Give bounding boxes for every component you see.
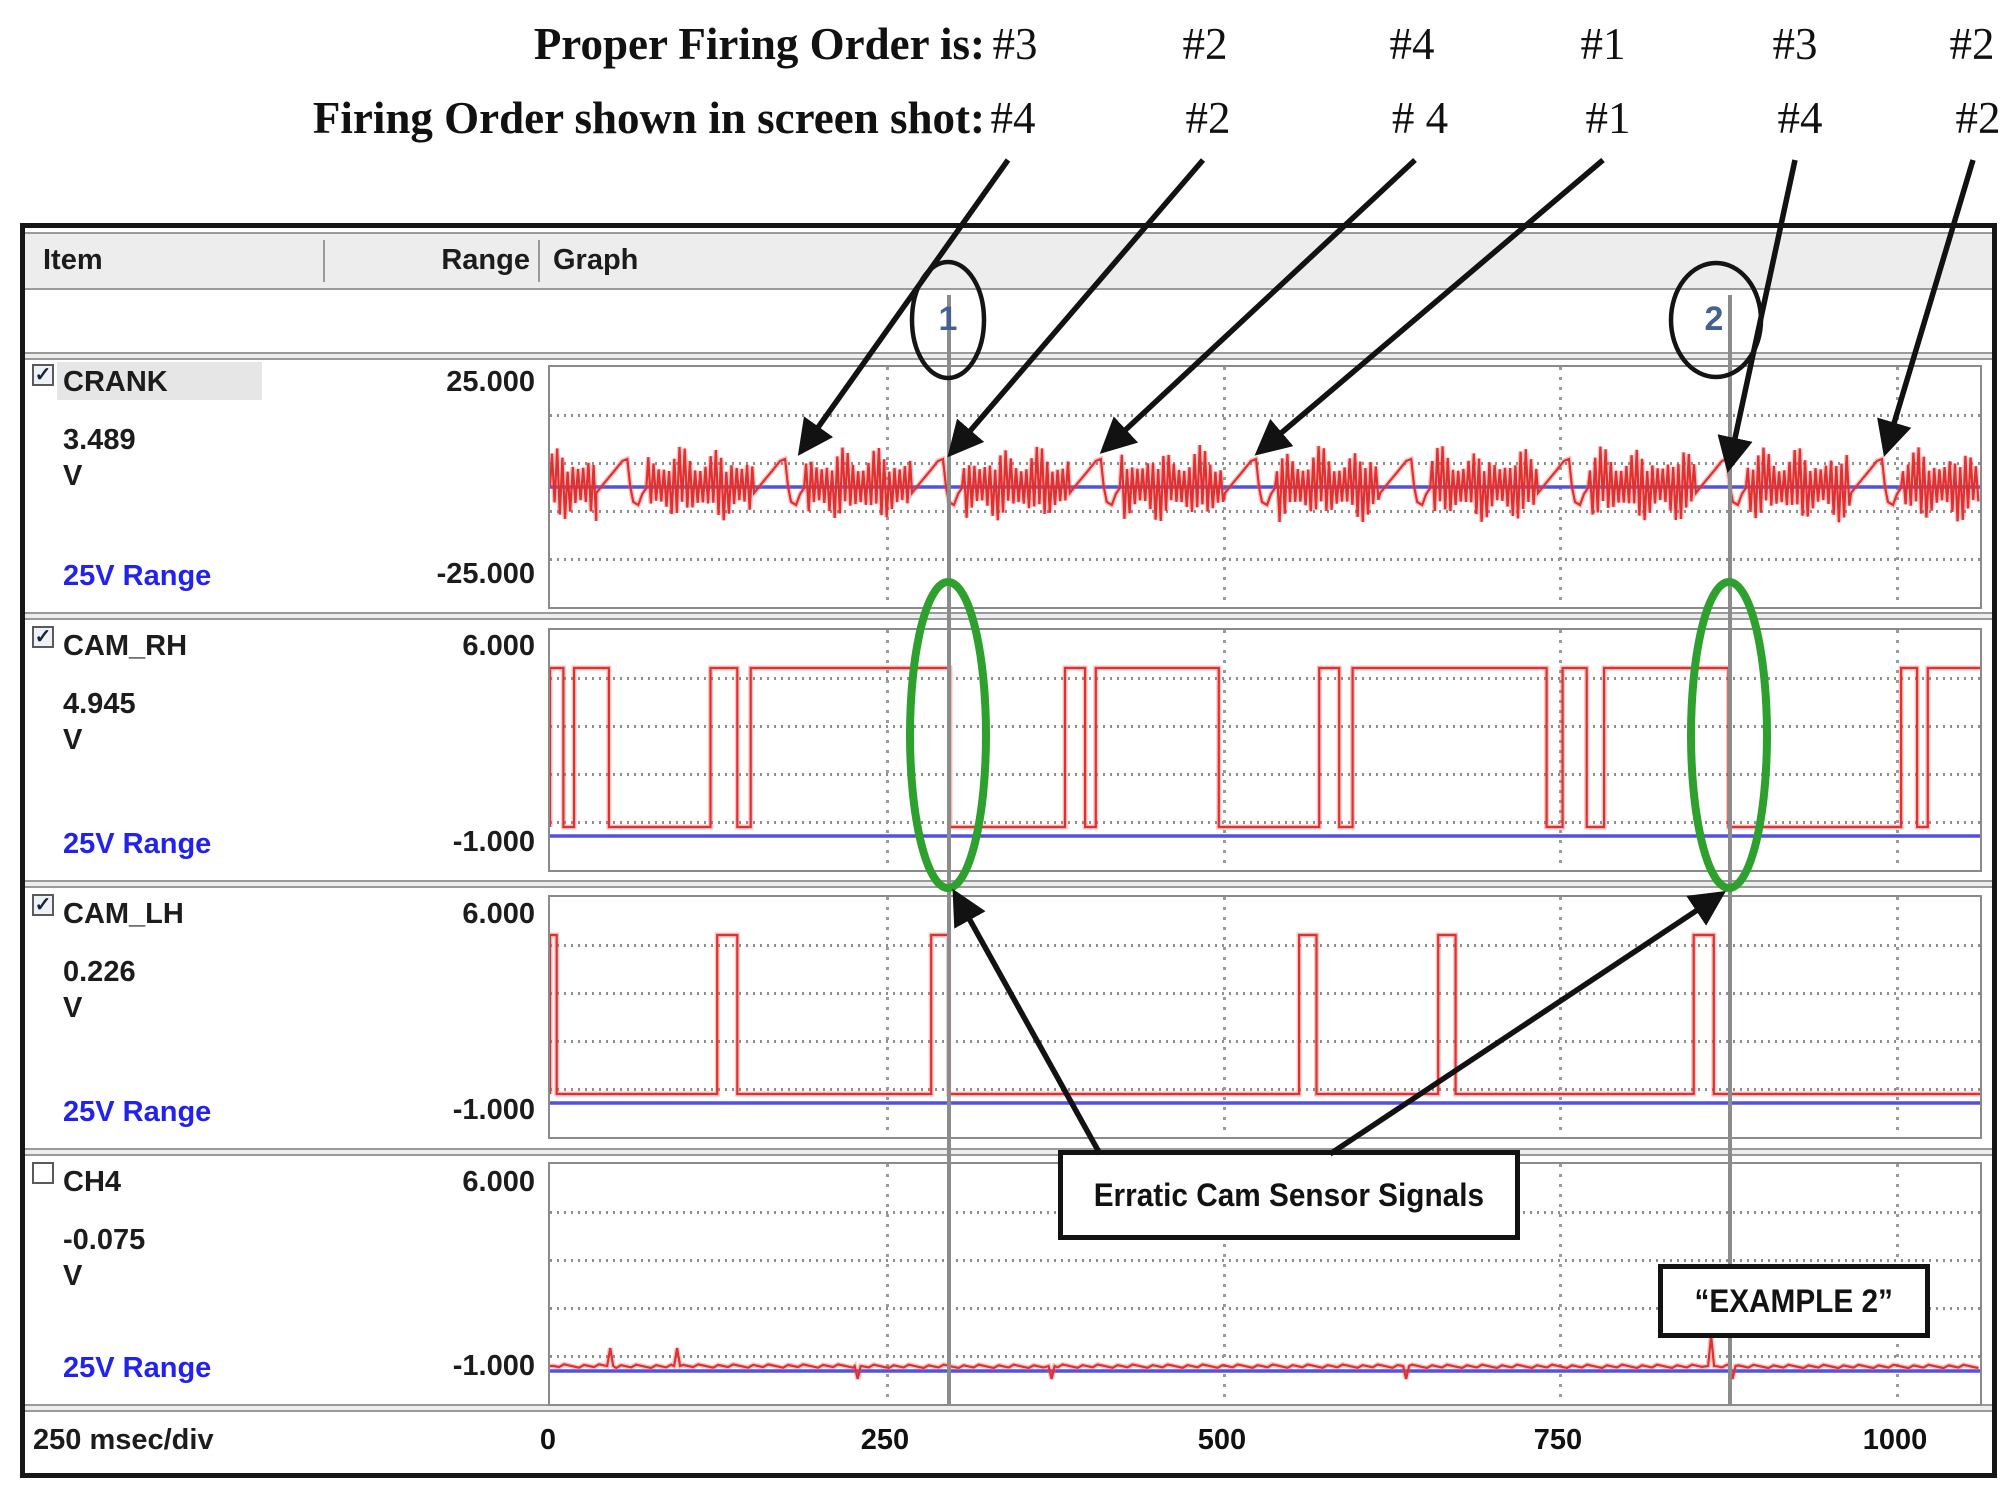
channel-name: CH4 xyxy=(63,1166,122,1198)
time-axis-tick: 250 xyxy=(860,1424,910,1456)
v-gridline xyxy=(886,1164,889,1404)
h-gridline xyxy=(550,821,1980,824)
selected-row-highlight xyxy=(57,362,262,400)
cam-rh-graph-panel xyxy=(548,628,1982,872)
v-gridline xyxy=(1896,630,1899,870)
range-top-value: 6.000 xyxy=(462,898,535,930)
channel-enable-checkbox[interactable]: ✓ xyxy=(32,364,54,386)
shown-firing-order-label: Firing Order shown in screen shot: xyxy=(312,93,985,143)
v-gridline xyxy=(1559,1164,1562,1404)
firing-order-number: #1 xyxy=(1585,93,1631,143)
column-divider xyxy=(323,240,325,282)
firing-order-number: #2 xyxy=(1949,19,1995,69)
channel-name: CRANK xyxy=(63,366,168,398)
channel-unit: V xyxy=(63,1260,83,1292)
column-header-range: Range xyxy=(441,244,530,276)
row-divider xyxy=(25,880,1992,888)
v-gridline xyxy=(1896,897,1899,1137)
channel-range-label: 25V Range xyxy=(63,1096,212,1128)
range-bottom-value: -1.000 xyxy=(452,1350,535,1382)
range-top-value: 25.000 xyxy=(446,366,535,398)
channel-name: CAM_LH xyxy=(63,898,184,930)
crank-graph-panel xyxy=(548,365,1982,609)
proper-firing-order-label: Proper Firing Order is: xyxy=(533,19,985,69)
channel-enable-checkbox[interactable]: ✓ xyxy=(32,894,54,916)
column-header-item: Item xyxy=(43,244,103,276)
channel-value: 3.489 xyxy=(63,424,136,456)
v-gridline xyxy=(1223,897,1226,1137)
channel-value: 0.226 xyxy=(63,956,136,988)
row-divider xyxy=(25,352,1992,360)
channel-name: CAM_RH xyxy=(63,630,188,662)
column-divider xyxy=(538,240,540,282)
cam-lh-graph-panel xyxy=(548,895,1982,1139)
firing-order-number: #1 xyxy=(1580,19,1626,69)
firing-order-number: #3 xyxy=(992,19,1038,69)
channel-value: 4.945 xyxy=(63,688,136,720)
waveform-svg xyxy=(550,932,1980,1105)
column-header-graph: Graph xyxy=(553,244,639,276)
firing-order-number: #4 xyxy=(990,93,1036,143)
channel-unit: V xyxy=(63,992,83,1024)
cursor-1-label: 1 xyxy=(938,300,958,338)
h-gridline xyxy=(550,992,1980,995)
time-axis-tick: 1000 xyxy=(1862,1424,1928,1456)
column-header-bar: Item Range Graph xyxy=(25,232,1992,290)
cursor-1-line[interactable] xyxy=(947,295,951,1405)
v-gridline xyxy=(886,630,889,870)
waveform-svg xyxy=(550,1335,1980,1380)
cursor-2-line[interactable] xyxy=(1728,295,1732,1405)
channel-unit: V xyxy=(63,724,83,756)
v-gridline xyxy=(1223,1164,1226,1404)
waveform-svg xyxy=(550,665,1980,838)
range-top-value: 6.000 xyxy=(462,1166,535,1198)
firing-order-number: #4 xyxy=(1389,19,1435,69)
waveform-svg xyxy=(550,444,1980,523)
erratic-cam-signals-callout: Erratic Cam Sensor Signals xyxy=(1058,1150,1520,1240)
range-bottom-value: -1.000 xyxy=(452,826,535,858)
firing-order-number: #2 xyxy=(1182,19,1228,69)
v-gridline xyxy=(886,897,889,1137)
range-bottom-value: -1.000 xyxy=(452,1094,535,1126)
h-gridline xyxy=(550,1307,1980,1310)
example-2-callout: “EXAMPLE 2” xyxy=(1658,1264,1930,1338)
h-gridline xyxy=(550,725,1980,728)
channel-enable-checkbox[interactable] xyxy=(32,1162,54,1184)
channel-value: -0.075 xyxy=(63,1224,146,1256)
firing-order-number: #4 xyxy=(1777,93,1823,143)
channel-range-label: 25V Range xyxy=(63,828,212,860)
h-gridline xyxy=(550,677,1980,680)
channel-range-label: 25V Range xyxy=(63,560,212,592)
h-gridline xyxy=(550,1088,1980,1091)
h-gridline xyxy=(550,1259,1980,1262)
h-gridline xyxy=(550,944,1980,947)
timebase-label: 250 msec/div xyxy=(33,1424,214,1456)
h-gridline xyxy=(550,773,1980,776)
firing-order-number: # 4 xyxy=(1391,93,1449,143)
range-top-value: 6.000 xyxy=(462,630,535,662)
erratic-cam-signals-text: Erratic Cam Sensor Signals xyxy=(1093,1176,1485,1213)
channel-range-label: 25V Range xyxy=(63,1352,212,1384)
example-2-text: “EXAMPLE 2” xyxy=(1694,1282,1894,1319)
firing-order-number: #2 xyxy=(1185,93,1231,143)
range-bottom-value: -25.000 xyxy=(436,558,535,590)
channel-enable-checkbox[interactable]: ✓ xyxy=(32,626,54,648)
firing-order-number: #3 xyxy=(1772,19,1818,69)
firing-order-number: #2 xyxy=(1955,93,2001,143)
time-axis-tick: 750 xyxy=(1533,1424,1583,1456)
row-divider xyxy=(25,612,1992,620)
h-gridline xyxy=(550,462,1980,465)
cursor-2-label: 2 xyxy=(1704,300,1724,338)
h-gridline xyxy=(550,1355,1980,1358)
v-gridline xyxy=(1223,630,1226,870)
v-gridline xyxy=(1559,630,1562,870)
h-gridline xyxy=(550,558,1980,561)
channel-unit: V xyxy=(63,460,83,492)
time-axis-tick: 0 xyxy=(539,1424,557,1456)
h-gridline xyxy=(550,1040,1980,1043)
time-axis-tick: 500 xyxy=(1197,1424,1247,1456)
row-divider xyxy=(25,1148,1992,1156)
h-gridline xyxy=(550,510,1980,513)
